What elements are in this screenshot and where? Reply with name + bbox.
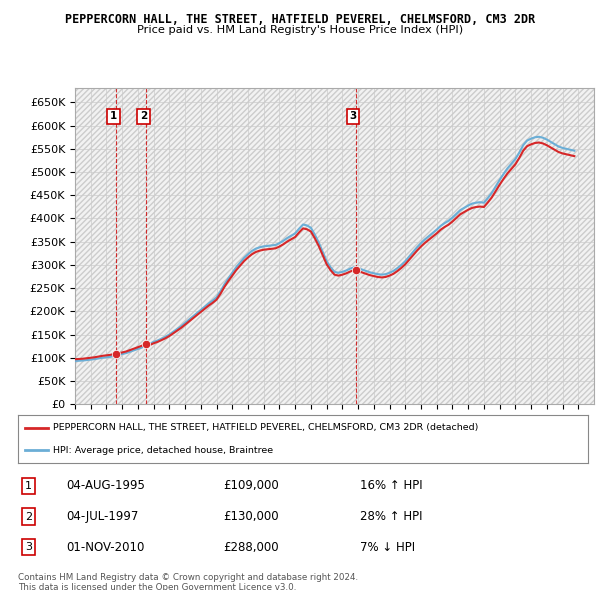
Text: This data is licensed under the Open Government Licence v3.0.: This data is licensed under the Open Gov… (18, 583, 296, 590)
Text: 28% ↑ HPI: 28% ↑ HPI (360, 510, 422, 523)
Text: PEPPERCORN HALL, THE STREET, HATFIELD PEVEREL, CHELMSFORD, CM3 2DR: PEPPERCORN HALL, THE STREET, HATFIELD PE… (65, 13, 535, 26)
Text: £288,000: £288,000 (223, 541, 279, 554)
Text: 04-JUL-1997: 04-JUL-1997 (67, 510, 139, 523)
Text: PEPPERCORN HALL, THE STREET, HATFIELD PEVEREL, CHELMSFORD, CM3 2DR (detached): PEPPERCORN HALL, THE STREET, HATFIELD PE… (53, 424, 479, 432)
Text: HPI: Average price, detached house, Braintree: HPI: Average price, detached house, Brai… (53, 445, 274, 454)
Text: 3: 3 (350, 112, 357, 122)
Text: 2: 2 (25, 512, 32, 522)
Text: 04-AUG-1995: 04-AUG-1995 (67, 480, 145, 493)
Text: Contains HM Land Registry data © Crown copyright and database right 2024.: Contains HM Land Registry data © Crown c… (18, 573, 358, 582)
Bar (75, 88, 594, 404)
Text: 2: 2 (140, 112, 147, 122)
Text: £130,000: £130,000 (223, 510, 279, 523)
Text: 1: 1 (110, 112, 117, 122)
Text: 3: 3 (25, 542, 32, 552)
Text: 16% ↑ HPI: 16% ↑ HPI (360, 480, 422, 493)
Text: 01-NOV-2010: 01-NOV-2010 (67, 541, 145, 554)
Text: 7% ↓ HPI: 7% ↓ HPI (360, 541, 415, 554)
Text: £109,000: £109,000 (223, 480, 279, 493)
Text: Price paid vs. HM Land Registry's House Price Index (HPI): Price paid vs. HM Land Registry's House … (137, 25, 463, 35)
Text: 1: 1 (25, 481, 32, 491)
